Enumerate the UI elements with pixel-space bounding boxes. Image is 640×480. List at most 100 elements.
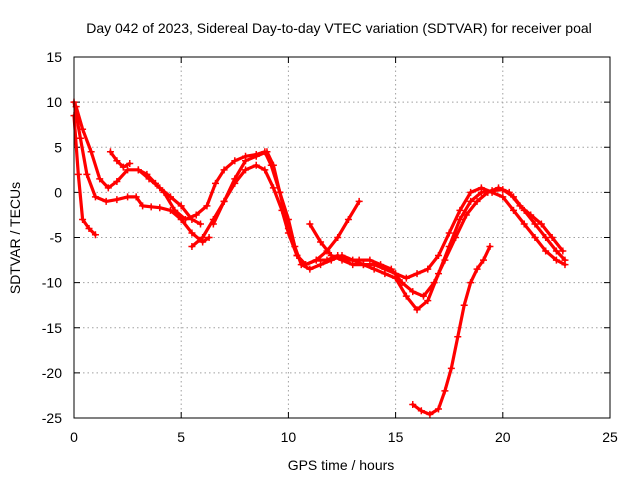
data-point-marker [495, 184, 503, 192]
data-series [70, 98, 569, 418]
data-point-marker [531, 220, 539, 228]
data-point-marker [231, 175, 239, 183]
data-point-marker [199, 234, 207, 241]
series-line [108, 150, 132, 169]
x-tick-label: 10 [281, 429, 297, 445]
data-point-marker [537, 220, 545, 228]
data-point-marker [269, 184, 277, 192]
series-track-4 [106, 148, 134, 171]
data-point-marker [263, 148, 271, 156]
data-point-marker [252, 152, 260, 160]
data-point-marker [181, 215, 189, 223]
data-point-marker [430, 279, 438, 287]
data-point-marker [542, 247, 550, 255]
grid [74, 57, 610, 418]
data-point-marker [424, 297, 432, 305]
x-tick-label: 15 [388, 429, 404, 445]
data-point-marker [132, 193, 140, 201]
y-tick-label: 15 [46, 49, 62, 65]
data-point-marker [124, 193, 132, 201]
data-point-marker [499, 193, 507, 201]
y-axis-label: SDTVAR / TECUs [7, 182, 23, 294]
data-point-marker [402, 274, 410, 282]
data-point-marker [76, 134, 84, 142]
axis-ticks: 0 5 10 15 20 25 15 10 5 0 -5 -10 -15 -20 -25 [42, 49, 618, 445]
data-point-marker [212, 179, 220, 187]
data-point-marker [106, 148, 114, 156]
data-point-marker [338, 256, 346, 264]
data-point-marker [156, 204, 164, 212]
data-point-marker [417, 407, 425, 415]
y-tick-label: -10 [42, 275, 62, 291]
data-point-marker [323, 256, 331, 264]
data-point-marker [220, 197, 228, 205]
data-point-marker [424, 265, 432, 273]
data-point-marker [203, 202, 211, 210]
chart-title: Day 042 of 2023, Sidereal Day-to-day VTE… [86, 20, 592, 36]
data-point-marker [124, 166, 132, 174]
data-point-marker [473, 197, 481, 205]
data-point-marker [527, 211, 535, 219]
data-point-marker [505, 188, 513, 196]
series-track-8 [306, 184, 569, 282]
data-point-marker [392, 270, 400, 278]
data-point-marker [91, 231, 99, 239]
data-point-marker [334, 234, 342, 241]
data-point-marker [548, 234, 556, 241]
data-point-marker [160, 188, 168, 196]
y-tick-label: -5 [50, 230, 63, 246]
data-point-marker [441, 387, 449, 395]
data-point-marker [151, 179, 159, 187]
data-point-marker [552, 247, 560, 255]
data-point-marker [139, 202, 147, 210]
data-point-marker [381, 265, 389, 273]
data-point-marker [510, 206, 518, 214]
data-point-marker [209, 220, 217, 228]
data-point-marker [192, 211, 200, 219]
data-point-marker [480, 256, 488, 264]
data-point-marker [370, 261, 378, 269]
data-point-marker [242, 166, 250, 174]
series-line [74, 104, 203, 226]
data-point-marker [456, 206, 464, 214]
data-point-marker [467, 188, 475, 196]
data-point-marker [454, 333, 462, 341]
data-point-marker [398, 279, 406, 287]
data-point-marker [119, 163, 127, 171]
data-point-marker [312, 256, 320, 264]
data-point-marker [419, 292, 427, 300]
x-tick-label: 20 [495, 429, 511, 445]
data-point-marker [134, 166, 142, 174]
data-point-marker [434, 252, 442, 260]
data-point-marker [205, 234, 213, 241]
data-point-marker [542, 234, 550, 241]
series-track-5 [134, 148, 569, 314]
data-point-marker [460, 301, 468, 309]
data-point-marker [113, 196, 121, 204]
data-point-marker [284, 224, 292, 232]
data-point-marker [104, 184, 112, 192]
data-point-marker [261, 166, 269, 174]
y-tick-label: -20 [42, 365, 62, 381]
data-point-marker [317, 238, 325, 246]
series-track-3 [72, 103, 204, 228]
data-point-marker [79, 125, 87, 133]
data-point-marker [147, 203, 155, 211]
x-tick-label: 25 [602, 429, 618, 445]
series-line [308, 186, 567, 280]
series-track-7 [209, 148, 567, 300]
data-point-marker [349, 261, 357, 269]
x-tick-label: 0 [70, 429, 78, 445]
data-point-marker [477, 184, 485, 192]
data-point-marker [445, 229, 453, 237]
data-point-marker [409, 288, 417, 296]
data-point-marker [143, 170, 151, 178]
data-point-marker [413, 270, 421, 278]
data-point-marker [126, 159, 134, 167]
data-point-marker [269, 161, 277, 169]
data-point-marker [531, 234, 539, 241]
data-point-marker [74, 170, 82, 178]
data-point-marker [552, 256, 560, 264]
data-point-marker [516, 202, 524, 210]
